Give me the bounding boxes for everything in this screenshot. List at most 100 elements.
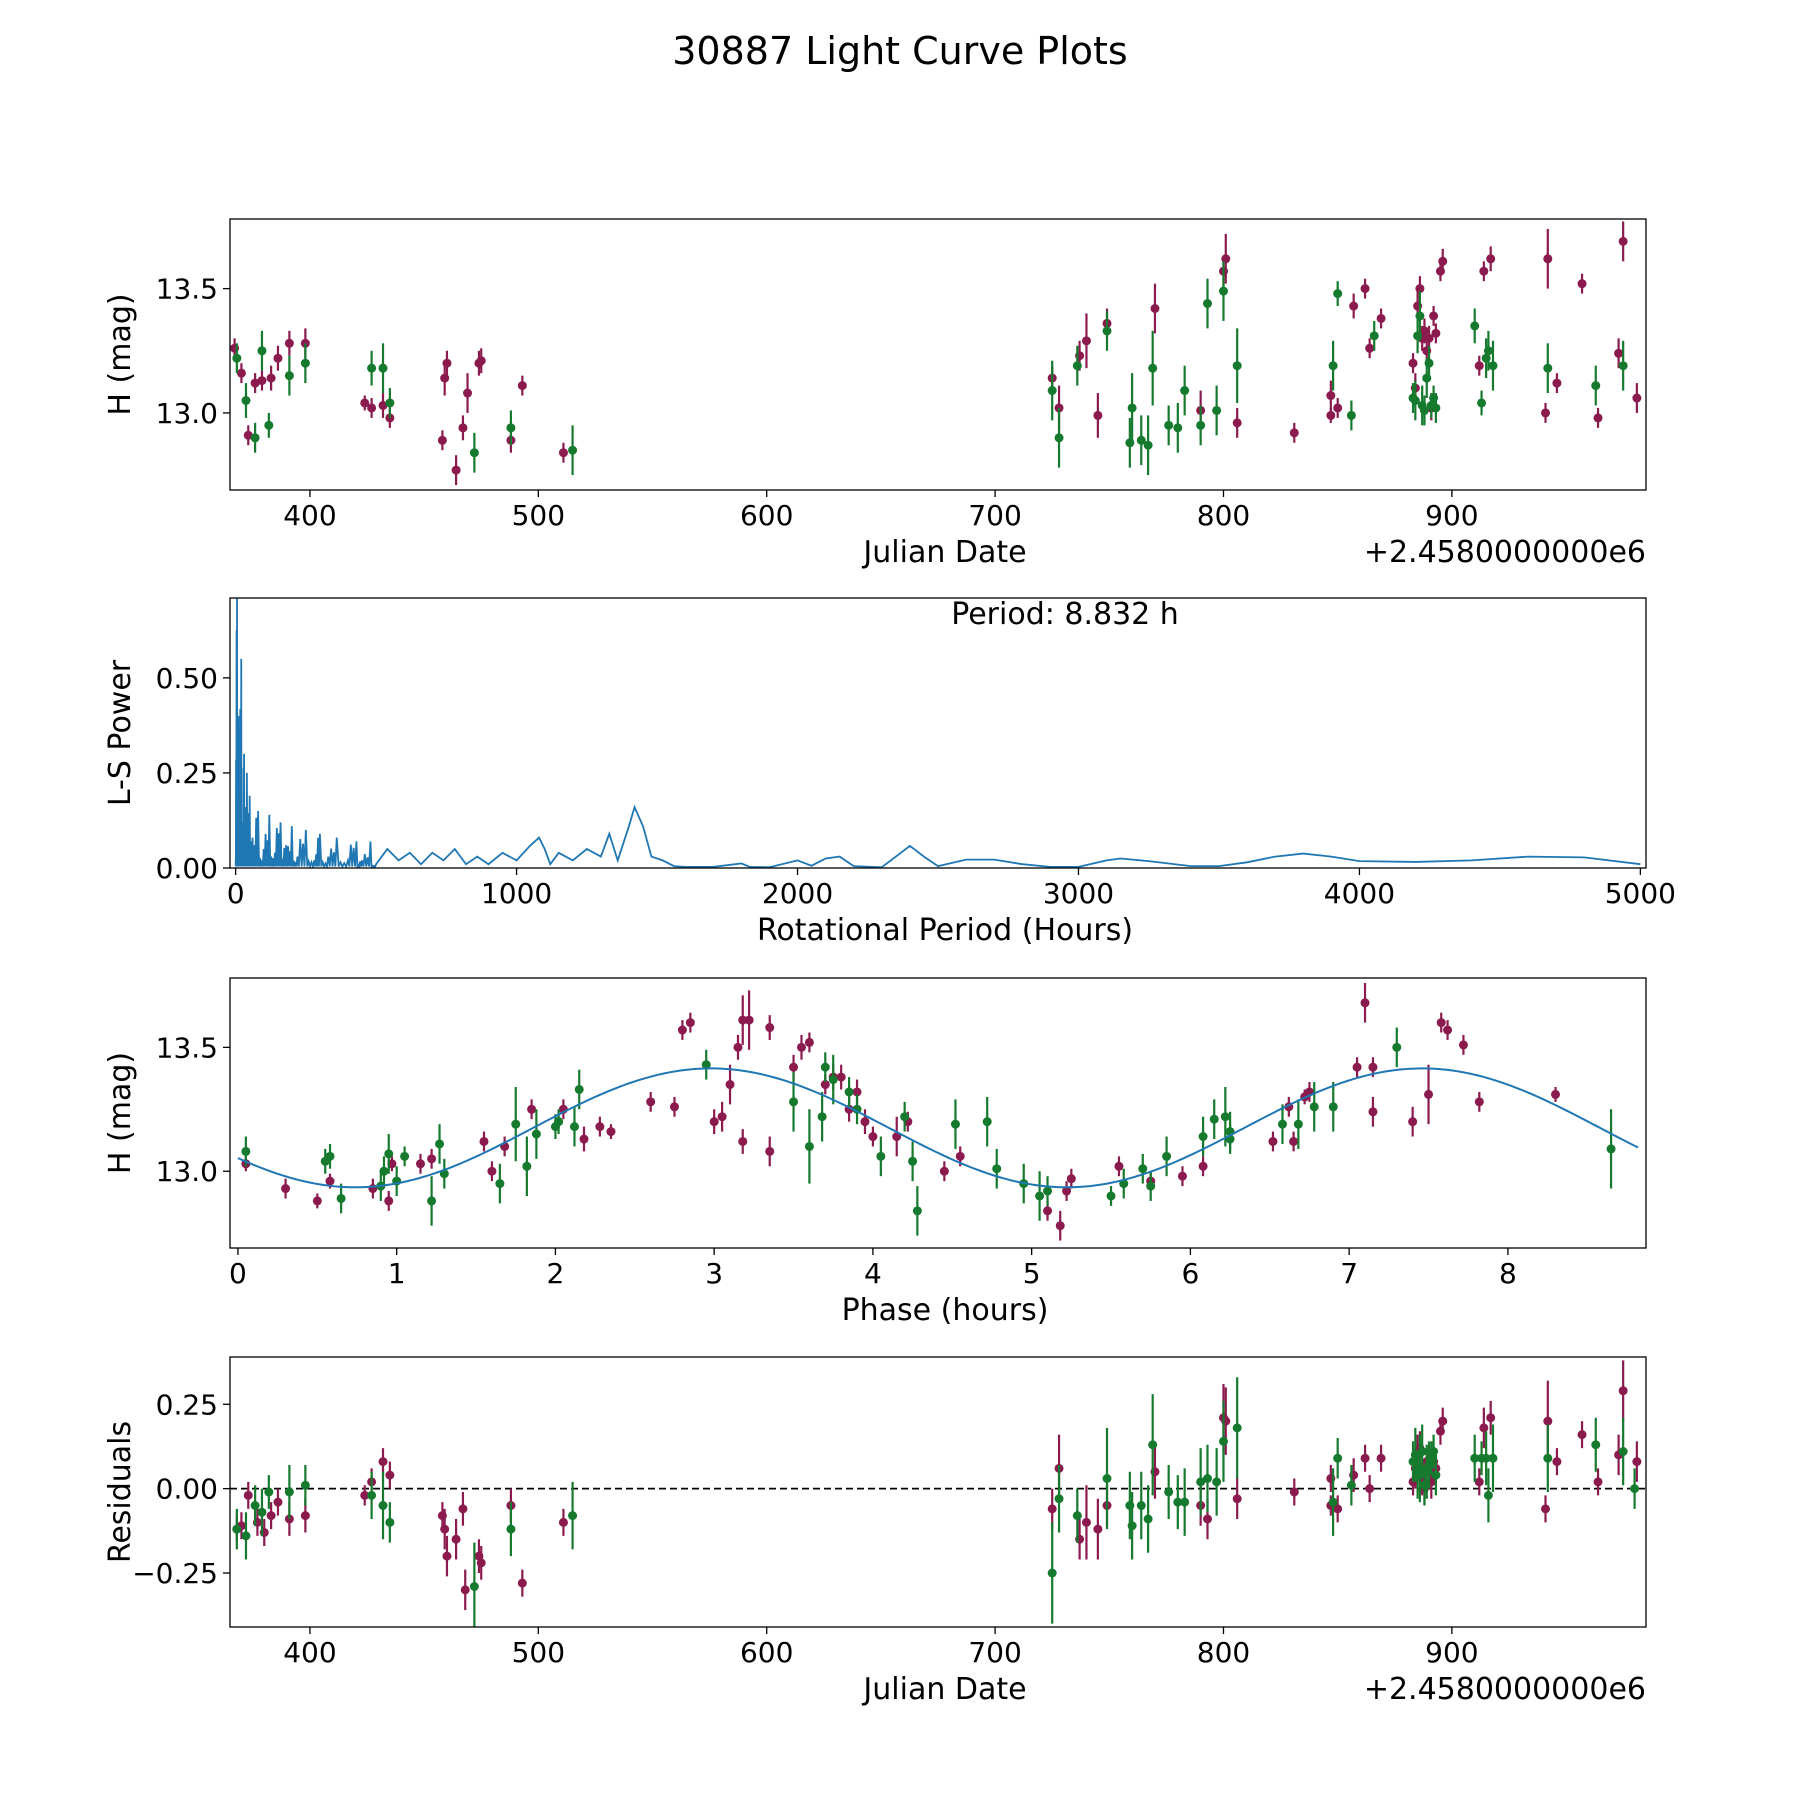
x-tick-label: 700: [968, 499, 1021, 532]
data-point-r: [1577, 1430, 1587, 1440]
data-point-g: [1410, 395, 1420, 405]
data-point-r: [1614, 348, 1624, 358]
data-point-g: [1218, 1436, 1228, 1446]
data-point-g: [1102, 326, 1112, 336]
data-point-r: [1333, 403, 1343, 413]
data-point-g: [1346, 410, 1356, 420]
x-axis-label: Rotational Period (Hours): [757, 913, 1133, 948]
data-point-r: [476, 356, 486, 366]
residuals-plot-area: [230, 1360, 1646, 1627]
data-point-r: [266, 1511, 276, 1521]
data-point-g: [300, 1480, 310, 1490]
data-point-g: [1138, 1164, 1148, 1174]
y-tick-label: 13.5: [156, 273, 218, 306]
data-point-g: [1043, 1186, 1053, 1196]
data-point-g: [264, 1487, 274, 1497]
data-point-g: [1072, 1511, 1082, 1521]
data-point-r: [1419, 326, 1429, 336]
data-point-g: [469, 448, 479, 458]
data-point-r: [517, 1578, 527, 1588]
x-tick-label: 4000: [1324, 877, 1395, 910]
data-point-r: [765, 1023, 775, 1033]
data-point-g: [469, 1582, 479, 1591]
data-point-r: [273, 353, 283, 363]
data-point-g: [1202, 299, 1212, 309]
data-point-r: [1541, 408, 1551, 418]
data-point-r: [250, 378, 260, 388]
data-point-g: [1218, 286, 1228, 296]
data-point-r: [427, 1154, 437, 1164]
x-tick-label: 7: [1340, 1257, 1358, 1290]
data-point-g: [1369, 331, 1379, 341]
x-offset-text: +2.4580000000e6: [1364, 1672, 1646, 1707]
x-tick-label: 700: [968, 1636, 1021, 1669]
data-point-g: [1072, 361, 1082, 371]
data-point-r: [463, 388, 473, 398]
data-point-g: [950, 1119, 960, 1129]
data-point-r: [836, 1072, 846, 1082]
data-point-r: [1289, 1136, 1299, 1146]
data-point-r: [1376, 313, 1386, 323]
x-tick-label: 1000: [481, 877, 552, 910]
data-point-r: [820, 1080, 830, 1090]
x-axis-label: Phase (hours): [842, 1293, 1049, 1328]
x-tick-label: 600: [740, 499, 793, 532]
data-point-g: [384, 1149, 394, 1159]
data-point-r: [1429, 311, 1439, 321]
data-point-r: [796, 1042, 806, 1052]
data-point-r: [1474, 1477, 1484, 1487]
data-point-r: [1543, 1416, 1553, 1426]
x-tick-label: 500: [512, 1636, 565, 1669]
data-point-g: [1232, 361, 1242, 371]
lightcurve-panel: 400 500 600 700 800 900 13.0 13.5 Julian Date H (…: [103, 218, 1647, 570]
data-point-g: [379, 1166, 389, 1176]
data-point-r: [440, 1524, 450, 1534]
data-point-g: [574, 1084, 584, 1094]
data-point-r: [1360, 998, 1370, 1008]
data-point-g: [1173, 423, 1183, 433]
data-point-r: [1081, 336, 1091, 346]
y-axis-label: H (mag): [103, 1052, 138, 1174]
x-tick-label: 500: [512, 499, 565, 532]
data-point-g: [982, 1117, 992, 1127]
data-point-r: [378, 1457, 388, 1467]
periodogram-panel: Period: 8.832 h 0 1000 2000 3000 4000 5000 0.00…: [103, 597, 1676, 948]
data-point-g: [1543, 1453, 1553, 1463]
data-point-g: [1419, 405, 1429, 415]
data-point-g: [804, 1141, 814, 1151]
data-point-r: [476, 1558, 486, 1568]
data-point-g: [378, 1501, 388, 1510]
data-point-r: [955, 1151, 965, 1161]
x-tick-label: 400: [283, 499, 336, 532]
data-point-r: [360, 1490, 370, 1500]
data-point-g: [1164, 420, 1174, 430]
data-point-r: [1486, 254, 1496, 264]
data-point-g: [241, 1146, 251, 1156]
data-point-r: [1365, 1484, 1375, 1494]
data-point-r: [1062, 1186, 1072, 1196]
data-point-r: [312, 1196, 322, 1206]
data-point-r: [595, 1122, 605, 1132]
data-point-g: [828, 1075, 838, 1085]
data-point-r: [300, 1511, 310, 1521]
data-point-r: [1479, 1423, 1489, 1433]
x-tick-label: 2: [547, 1257, 565, 1290]
data-point-g: [1127, 1521, 1137, 1531]
x-tick-label: 900: [1425, 499, 1478, 532]
data-point-g: [1488, 361, 1498, 371]
data-point-r: [579, 1134, 589, 1144]
x-tick-label: 800: [1197, 1636, 1250, 1669]
data-point-g: [1196, 420, 1206, 430]
x-tick-label: 1: [388, 1257, 406, 1290]
data-point-r: [1431, 328, 1441, 338]
data-point-g: [1220, 1112, 1230, 1122]
figure-title: 30887 Light Curve Plots: [672, 29, 1127, 73]
data-point-r: [527, 1104, 537, 1114]
data-point-g: [250, 433, 260, 443]
data-point-g: [1212, 405, 1222, 415]
data-point-r: [273, 1497, 283, 1507]
data-point-g: [817, 1112, 827, 1122]
data-point-r: [1486, 1413, 1496, 1423]
